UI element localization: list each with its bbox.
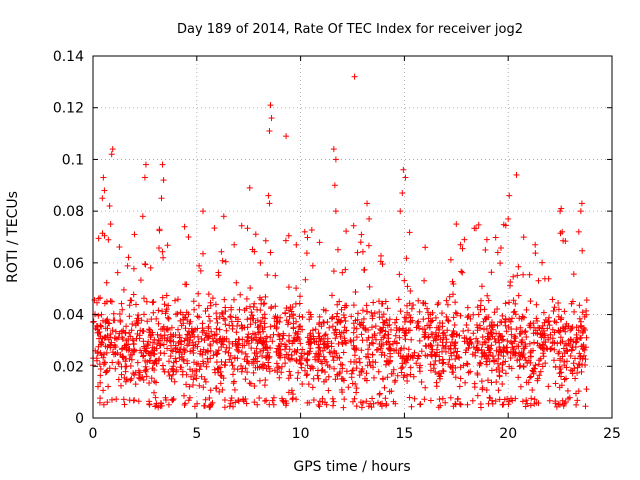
data-point [364,200,371,207]
data-point [99,195,106,202]
y-axis-label: ROTI / TECUs [5,191,21,283]
data-point [453,221,460,228]
data-point [156,226,163,233]
y-tick-label: 0.14 [53,49,84,65]
data-point [559,228,566,235]
x-tick-label: 0 [89,426,98,442]
data-point [200,208,207,215]
data-point [220,213,227,220]
data-point [107,221,114,228]
data-point [160,177,167,184]
data-point [575,228,582,235]
data-point [332,208,339,215]
x-tick-label: 25 [603,426,621,442]
data-point [159,161,166,168]
data-point [283,133,290,140]
data-point [139,213,146,220]
data-point [366,215,373,222]
data-point [513,171,520,178]
x-axis-label: GPS time / hours [293,459,410,475]
plot-frame [92,55,613,419]
data-point [457,241,464,248]
y-tick-label: 0 [75,411,84,427]
x-tick-label: 15 [395,426,413,442]
data-point [246,184,253,191]
axis-ticks: 0 5 10 15 20 25 0 0.02 0.04 0.06 0.08 0.1 0.12 0.14 [53,49,621,442]
chart-title: Day 189 of 2014, Rate Of TEC Index for r… [177,22,523,37]
data-point [142,161,149,168]
x-tick-label: 20 [499,426,517,442]
data-point [332,156,339,163]
data-point [351,73,358,80]
data-point [131,231,138,238]
data-point [109,146,116,153]
data-point [330,146,337,153]
data-point [400,166,407,173]
data-point [185,234,192,240]
data-point [532,241,539,248]
data-point [494,249,501,256]
data-point [106,202,113,209]
data-point [266,200,273,207]
data-point [301,228,308,235]
data-points [90,73,590,411]
grid-lines [93,56,612,418]
y-tick-label: 0.04 [53,308,84,324]
data-point [402,174,409,181]
data-point [231,241,238,248]
data-point [108,151,115,158]
data-points-bulk [90,221,590,411]
y-tick-label: 0.1 [62,152,84,168]
data-point [397,208,404,215]
data-point [577,208,584,215]
data-point [399,190,406,197]
data-point [578,200,585,207]
data-point [482,246,489,253]
data-point [268,115,275,122]
y-tick-label: 0.02 [53,359,84,375]
y-tick-label: 0.06 [53,256,84,272]
data-point [357,239,364,246]
y-tick-label: 0.12 [53,101,84,117]
data-point [100,174,107,181]
data-point [266,127,273,134]
x-tick-label: 10 [292,426,310,442]
data-point [557,208,564,215]
x-tick-label: 5 [192,426,201,442]
data-point [331,182,338,189]
data-point [101,187,108,194]
data-point [505,215,512,222]
data-point [506,192,513,199]
data-point [265,192,272,199]
data-point [267,102,274,109]
data-point [267,249,274,256]
data-point [558,205,565,212]
data-point [141,174,148,181]
data-point [158,195,165,202]
y-tick-label: 0.08 [53,204,84,220]
data-point [422,244,429,251]
